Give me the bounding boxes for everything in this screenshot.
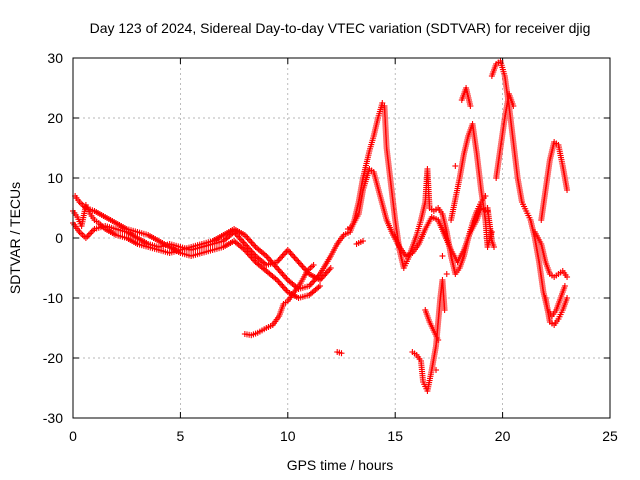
data-point-marker	[308, 280, 315, 286]
plot-frame	[72, 57, 611, 419]
data-point-marker	[243, 248, 250, 255]
data-point-marker	[276, 280, 283, 286]
data-point-marker	[318, 275, 325, 282]
data-point-marker	[564, 295, 571, 301]
data-point-marker	[274, 265, 281, 271]
data-point-marker	[491, 244, 498, 250]
data-point-marker	[561, 283, 568, 289]
data-point-marker	[251, 251, 258, 258]
data-point-marker	[433, 367, 440, 373]
data-point-marker	[245, 251, 252, 258]
x-tick-label: 10	[280, 428, 296, 444]
data-point-marker	[564, 187, 571, 193]
data-point-marker	[275, 278, 282, 285]
data-point-marker	[317, 283, 324, 289]
y-axis-label: SDTVAR / TECUs	[7, 182, 23, 294]
data-point-marker	[85, 232, 92, 238]
data-point-marker	[282, 274, 289, 280]
data-point-marker	[278, 269, 285, 276]
data-point-marker	[443, 271, 450, 277]
data-point-marker	[327, 265, 334, 271]
data-point-marker	[282, 286, 289, 292]
data-point-marker	[296, 260, 303, 267]
data-point-marker	[298, 262, 305, 268]
data-point-marker	[248, 248, 255, 255]
data-point-marker	[564, 274, 571, 280]
data-point-marker	[84, 233, 91, 240]
data-point-marker	[279, 271, 286, 277]
x-tick-label: 25	[602, 428, 618, 444]
data-point-marker	[245, 245, 252, 252]
data-point-marker	[264, 254, 271, 261]
data-point-marker	[292, 256, 299, 262]
data-point-marker	[87, 230, 94, 237]
x-tick-label: 0	[69, 428, 77, 444]
data-point-marker	[291, 254, 298, 261]
data-point-marker	[247, 238, 254, 244]
data-point-marker	[310, 262, 317, 268]
data-point-marker	[251, 242, 258, 249]
data-point-marker	[248, 239, 255, 246]
data-point-marker	[278, 254, 285, 261]
y-tick-label: 30	[47, 50, 63, 66]
data-point-marker	[279, 283, 286, 289]
data-point-marker	[276, 268, 283, 274]
data-point-marker	[286, 248, 293, 255]
data-point-marker	[249, 250, 256, 256]
data-point-marker	[272, 263, 279, 270]
data-point-marker	[290, 253, 297, 259]
data-point-marker	[280, 251, 287, 258]
data-point-marker	[282, 250, 289, 256]
data-point-marker	[280, 284, 287, 291]
data-point-marker	[284, 247, 291, 253]
data-point-marker	[280, 272, 287, 279]
data-point-marker	[278, 281, 285, 288]
x-tick-label: 5	[177, 428, 185, 444]
data-point-marker	[237, 236, 244, 243]
x-axis-label: GPS time / hours	[287, 457, 394, 473]
data-point-marker	[288, 251, 295, 258]
data-point-marker	[247, 253, 254, 259]
data-point-marker	[359, 238, 366, 244]
y-tick-label: -10	[43, 290, 63, 306]
y-tick-label: 10	[47, 170, 63, 186]
data-point-marker	[287, 250, 294, 256]
data-point-marker	[276, 256, 283, 262]
data-point-marker	[294, 257, 301, 264]
data-point-marker	[338, 350, 345, 357]
data-point-marker	[247, 247, 254, 253]
y-tick-label: 20	[47, 110, 63, 126]
data-point-marker	[295, 259, 302, 265]
x-tick-label: 15	[387, 428, 403, 444]
data-point-marker	[244, 235, 251, 241]
data-point-marker	[279, 253, 286, 259]
data-point-marker	[452, 163, 459, 169]
y-tick-label: -30	[43, 410, 63, 426]
data-point-marker	[248, 254, 255, 261]
data-point-marker	[88, 229, 95, 235]
data-point-marker	[439, 253, 446, 259]
data-point-marker	[245, 236, 252, 243]
data-point-marker	[283, 275, 290, 282]
data-point-marker	[299, 263, 306, 270]
data-point-marker	[244, 250, 251, 256]
data-point-marker	[467, 103, 474, 109]
data-point-marker	[249, 241, 256, 247]
chart-title: Day 123 of 2024, Sidereal Day-to-day VTE…	[90, 20, 591, 36]
y-tick-label: 0	[55, 230, 63, 246]
data-point-marker	[326, 266, 333, 273]
data-point-marker	[275, 266, 282, 273]
y-tick-label: -20	[43, 350, 63, 366]
x-tick-label: 20	[495, 428, 511, 444]
data-point-marker	[435, 337, 442, 343]
data-point-marker	[441, 307, 448, 313]
